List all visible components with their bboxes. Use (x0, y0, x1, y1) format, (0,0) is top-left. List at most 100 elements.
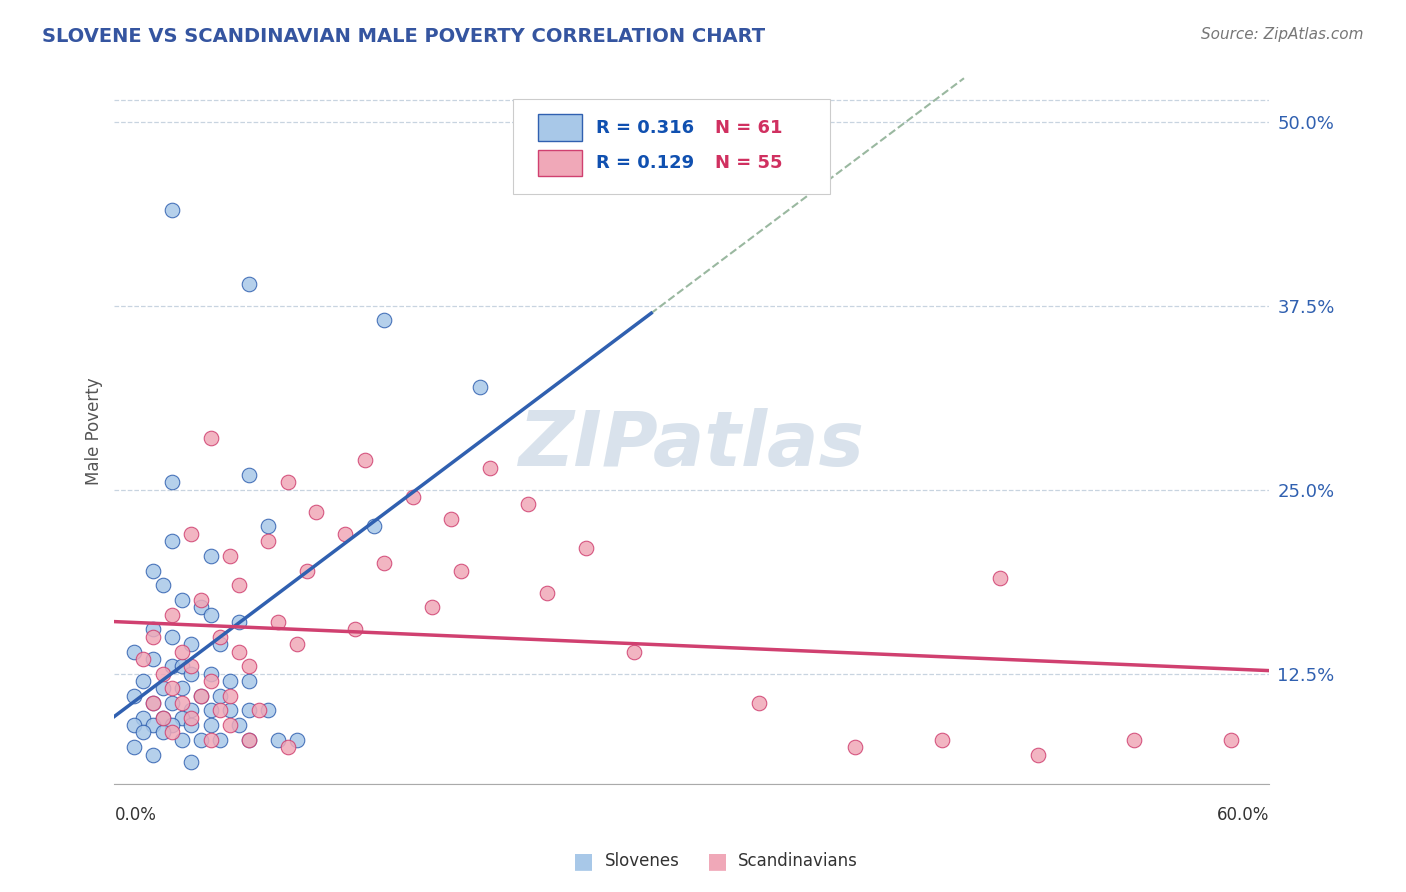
Point (180, 666, 202, 681)
Point (267, 732, 290, 747)
Point (170, 732, 193, 747)
Point (122, 740, 145, 755)
Point (142, 696, 165, 710)
Text: ■: ■ (707, 851, 727, 871)
Point (238, 732, 260, 747)
Point (142, 623, 165, 637)
Point (468, 379, 491, 393)
Point (335, 526, 357, 541)
Point (228, 718, 250, 732)
Point (450, 564, 472, 578)
Point (160, 630, 183, 644)
Point (238, 277, 260, 291)
Point (180, 526, 202, 541)
Point (1026, 747, 1049, 762)
Point (1123, 732, 1146, 747)
Text: N = 55: N = 55 (714, 154, 782, 172)
Point (277, 475, 299, 490)
Point (575, 541, 598, 556)
Point (180, 659, 202, 673)
Point (402, 490, 425, 504)
Point (238, 467, 260, 482)
Point (200, 732, 222, 747)
Text: R = 0.316: R = 0.316 (596, 119, 695, 136)
Point (200, 431, 222, 445)
Point (190, 689, 212, 703)
Text: Slovenes: Slovenes (605, 852, 679, 870)
Point (170, 696, 193, 710)
Point (209, 689, 232, 703)
Point (623, 644, 645, 658)
Point (285, 637, 308, 651)
Point (200, 607, 222, 622)
Text: ZIPatlas: ZIPatlas (519, 408, 865, 482)
Point (200, 718, 222, 732)
Point (160, 607, 183, 622)
Point (132, 725, 155, 739)
Point (160, 659, 183, 673)
Point (190, 593, 212, 607)
Point (363, 519, 385, 533)
Point (228, 615, 250, 629)
Point (170, 659, 193, 673)
Point (267, 615, 290, 629)
Point (152, 711, 174, 725)
Text: SLOVENE VS SCANDINAVIAN MALE POVERTY CORRELATION CHART: SLOVENE VS SCANDINAVIAN MALE POVERTY COR… (42, 27, 765, 45)
Point (209, 637, 232, 651)
Text: R = 0.129: R = 0.129 (596, 154, 695, 172)
Point (218, 549, 240, 563)
Point (844, 740, 866, 755)
Point (373, 313, 395, 327)
Text: 0.0%: 0.0% (114, 806, 156, 824)
Point (209, 630, 232, 644)
Point (218, 689, 240, 703)
Point (180, 755, 202, 769)
Point (209, 732, 232, 747)
Point (142, 564, 165, 578)
Point (200, 673, 222, 688)
Point (209, 703, 232, 717)
Point (247, 703, 270, 717)
Point (238, 703, 260, 717)
Point (478, 460, 501, 475)
Point (160, 202, 183, 217)
Text: Source: ZipAtlas.com: Source: ZipAtlas.com (1201, 27, 1364, 42)
Text: ■: ■ (574, 851, 593, 871)
Point (200, 703, 222, 717)
Point (132, 711, 155, 725)
Point (238, 659, 260, 673)
Point (170, 681, 193, 696)
Point (277, 740, 299, 755)
Point (931, 732, 953, 747)
Point (228, 578, 250, 592)
Point (142, 718, 165, 732)
Point (122, 718, 145, 732)
Point (142, 630, 165, 644)
Point (238, 673, 260, 688)
Point (152, 711, 174, 725)
Point (160, 475, 183, 490)
Point (190, 689, 212, 703)
Point (218, 703, 240, 717)
Point (170, 593, 193, 607)
Point (536, 585, 558, 599)
Point (988, 571, 1011, 585)
Point (218, 718, 240, 732)
Point (152, 578, 174, 592)
Point (420, 600, 443, 615)
Point (1219, 732, 1241, 747)
Point (180, 718, 202, 732)
Point (285, 732, 308, 747)
Point (200, 549, 222, 563)
FancyBboxPatch shape (513, 99, 831, 194)
Point (180, 703, 202, 717)
Point (343, 623, 366, 637)
Point (152, 681, 174, 696)
Point (353, 453, 375, 467)
Point (257, 519, 280, 533)
Point (238, 732, 260, 747)
Bar (538, 150, 582, 177)
Point (160, 718, 183, 732)
Point (142, 747, 165, 762)
Point (373, 556, 395, 570)
